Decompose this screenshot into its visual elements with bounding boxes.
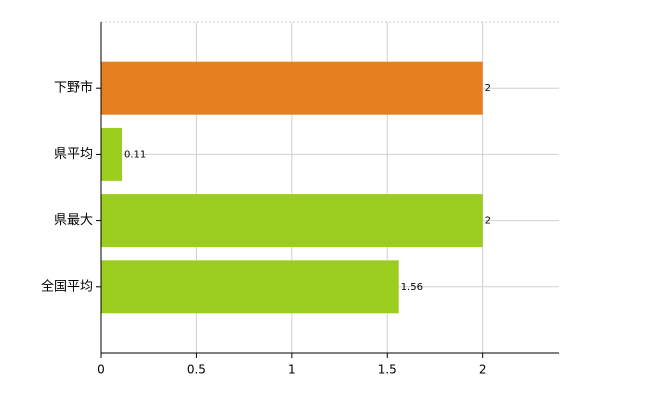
bar <box>101 127 122 181</box>
bar <box>101 61 483 115</box>
y-tick-label: 県平均 <box>54 147 93 162</box>
x-tick-label: 2 <box>479 363 487 377</box>
value-label: 1.56 <box>401 282 423 293</box>
value-label: 0.11 <box>124 149 146 160</box>
x-tick-label: 0.5 <box>187 363 206 377</box>
bar <box>101 260 399 314</box>
y-tick-label: 県最大 <box>54 213 93 228</box>
value-label: 2 <box>485 83 491 94</box>
y-tick-label: 全国平均 <box>41 278 93 294</box>
x-tick-label: 0 <box>97 363 105 377</box>
x-tick-label: 1 <box>288 363 296 377</box>
x-tick-label: 1.5 <box>378 363 397 377</box>
y-tick-label: 下野市 <box>54 80 93 96</box>
value-label: 2 <box>485 216 491 227</box>
bar <box>101 194 483 248</box>
